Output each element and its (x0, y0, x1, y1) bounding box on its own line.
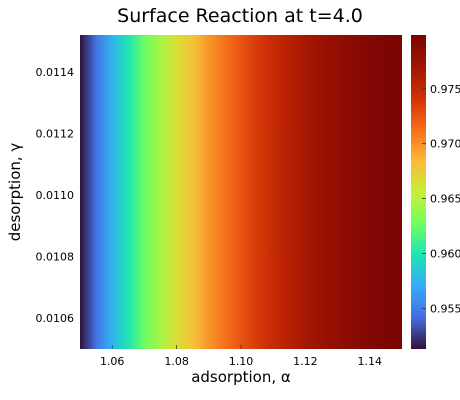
y-tick-label: 0.0114 (36, 66, 75, 79)
y-axis-label: desorption, γ (6, 143, 24, 242)
x-tick-label: 1.10 (229, 355, 254, 368)
x-tick-label: 1.14 (358, 355, 383, 368)
heatmap-cells (80, 35, 403, 349)
x-tick-label: 1.08 (164, 355, 189, 368)
colorbar-tick-label: 0.955 (430, 302, 460, 315)
y-tick-label: 0.0112 (36, 128, 75, 141)
x-axis-ticks: 1.06 1.08 1.10 1.12 1.14 (100, 345, 382, 368)
x-tick-label: 1.12 (293, 355, 318, 368)
colorbar-tick-label: 0.970 (430, 138, 460, 151)
y-tick-label: 0.0106 (36, 312, 75, 325)
heatmap-plot-area (80, 35, 402, 349)
y-tick-label: 0.0110 (36, 189, 75, 202)
colorbar-ticks: 0.955 0.960 0.965 0.970 0.975 (422, 83, 460, 315)
x-axis-label: adsorption, α (191, 368, 291, 386)
colorbar (411, 35, 426, 349)
y-tick-label: 0.0108 (36, 251, 75, 264)
chart-title: Surface Reaction at t=4.0 (117, 5, 363, 27)
colorbar-tick-label: 0.965 (430, 193, 460, 206)
y-axis-ticks: 0.0106 0.0108 0.0110 0.0112 0.0114 (36, 66, 84, 325)
colorbar-tick-label: 0.960 (430, 247, 460, 260)
x-tick-label: 1.06 (100, 355, 125, 368)
colorbar-tick-label: 0.975 (430, 83, 460, 96)
